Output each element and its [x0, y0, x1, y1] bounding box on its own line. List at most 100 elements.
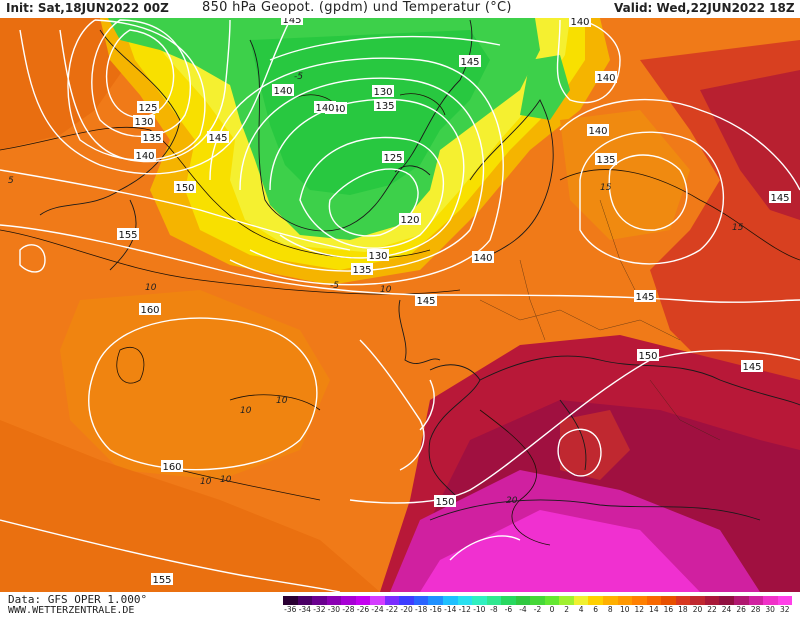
- contour-155-ring: [19, 244, 46, 273]
- geopotential-label-box: [741, 360, 763, 372]
- geopotential-label-box: [151, 573, 173, 585]
- temperature-label: 10: [200, 477, 212, 487]
- colorbar-tick-label: -34: [298, 605, 311, 614]
- temp-zone-azores-orange: [60, 290, 330, 480]
- border-germany-poland: [519, 259, 546, 341]
- temp-zone-sahara-pink: [420, 510, 700, 592]
- geopotential-label-text: 150: [435, 497, 454, 508]
- colorbar-swatch: [559, 596, 574, 605]
- colorbar-tick-label: -6: [504, 605, 513, 614]
- colorbar-swatch: [370, 596, 385, 605]
- geopotential-label-text: 135: [596, 155, 615, 166]
- temp-zone-russia-orange: [560, 110, 690, 240]
- geopotential-label: 145: [207, 131, 229, 144]
- geopotential-labels: 145 140 145 140 125 130 135 140 145 140 140 135 130 1…: [117, 13, 791, 586]
- geopotential-label-box: [141, 131, 163, 143]
- contour-150-west: [359, 339, 425, 471]
- temperature-label: 10: [276, 396, 288, 406]
- contour-145-east: [559, 98, 800, 191]
- colorbar-swatch: [588, 596, 604, 605]
- contour-150-iberia: [419, 379, 435, 431]
- geopotential-label: 130: [367, 249, 389, 262]
- map-footer: Data: GFS OPER 1.000° WWW.WETTERZENTRALE…: [0, 592, 800, 618]
- colorbar-swatch: [530, 596, 545, 605]
- geopotential-label-box: [634, 290, 656, 302]
- colorbar-tick-label: -32: [313, 605, 326, 614]
- colorbar-swatch: [472, 596, 487, 605]
- colorbar-tick-label: -4: [519, 605, 527, 614]
- colorbar-tick-label: 14: [649, 605, 659, 614]
- geopotential-label-box: [367, 249, 389, 261]
- colorbar-tick-label: 18: [678, 605, 688, 614]
- geopotential-label: 125: [382, 151, 404, 164]
- geopotential-label: 140: [314, 101, 336, 114]
- colorbar-swatch: [443, 596, 458, 605]
- geopotential-label-text: 120: [400, 215, 419, 226]
- geopotential-label: 150: [434, 495, 456, 508]
- geopotential-label-box: [569, 15, 591, 27]
- coastline-greenland: [249, 19, 473, 232]
- colorbar-tick-label: -20: [400, 605, 413, 614]
- contour-145-west: [19, 19, 291, 175]
- colorbar-tick-label: -28: [342, 605, 355, 614]
- contour-155-med-high: [557, 428, 602, 477]
- map-header: Init: Sat,18JUN2022 00Z 850 hPa Geopot. …: [0, 0, 800, 18]
- geopotential-label-text: 125: [383, 153, 402, 164]
- colorbar-tick-label: 20: [692, 605, 703, 614]
- geopotential-label: 135: [374, 99, 396, 112]
- colorbar-swatch: [297, 596, 313, 605]
- geopotential-label-box: [161, 460, 183, 472]
- geopotential-label-box: [587, 124, 609, 136]
- colorbar-tick-label: 30: [765, 605, 775, 614]
- colorbar-swatch: [661, 596, 676, 605]
- geopotential-label-box: [133, 115, 155, 127]
- geopotential-label: 140: [472, 251, 494, 264]
- temperature-label: -5: [294, 72, 303, 82]
- isotherm-10-south: [179, 469, 321, 501]
- colorbar-swatch: [326, 596, 342, 605]
- geopotential-label-box: [382, 151, 404, 163]
- geopotential-label-text: 140: [570, 17, 589, 28]
- init-time: Init: Sat,18JUN2022 00Z: [6, 1, 169, 15]
- geopotential-label-box: [372, 85, 394, 97]
- colorbar-tick-label: -24: [371, 605, 384, 614]
- contour-160-high: [88, 317, 318, 471]
- geopotential-label-box: [415, 294, 437, 306]
- contour-140-ne: [556, 19, 621, 104]
- colorbar-tick-label: 32: [779, 605, 790, 614]
- colorbar-swatch: [355, 596, 371, 605]
- coastline-north-med: [479, 355, 800, 406]
- isotherm-20: [479, 409, 551, 546]
- temp-zone-east-darkred: [700, 70, 800, 220]
- geopotential-label-text: 140: [588, 126, 607, 137]
- colorbar-swatch: [283, 596, 298, 605]
- temperature-labels: 5 10 -5 15 10 10 10 15 10 10 20 -5: [8, 72, 744, 506]
- temperature-label: 15: [732, 223, 744, 233]
- border-balkans: [649, 379, 721, 441]
- geopotential-label: 145: [415, 294, 437, 307]
- coastline-iberia: [428, 364, 481, 496]
- country-borders: [479, 199, 721, 441]
- geopotential-label-text: 155: [118, 230, 137, 241]
- temperature-label: 10: [220, 475, 232, 485]
- colorbar-tick-label: 24: [721, 605, 732, 614]
- coastline-north-africa: [429, 499, 761, 521]
- colorbar-tick-label: -2: [533, 605, 542, 614]
- colorbar-swatch: [399, 596, 414, 605]
- isotherm-10-ring: [116, 347, 145, 384]
- temp-zone-italy-hot: [560, 410, 630, 480]
- geopotential-label-text: 150: [638, 351, 657, 362]
- geopotential-label: 140: [569, 15, 591, 28]
- geopotential-label: 135: [351, 263, 373, 276]
- colorbar-tick-label: 4: [578, 605, 584, 614]
- coastline-british-isles: [398, 299, 441, 364]
- border-central-europe: [479, 299, 681, 341]
- geopotential-label: 135: [595, 153, 617, 166]
- colorbar-tick-label: -14: [444, 605, 457, 614]
- colorbar-swatch: [632, 596, 647, 605]
- contour-150-south: [349, 349, 800, 504]
- geopotential-label-text: 160: [140, 305, 159, 316]
- geopotential-label-box: [595, 153, 617, 165]
- colorbar-swatch: [312, 596, 327, 605]
- colorbar-tick-label: 22: [707, 605, 717, 614]
